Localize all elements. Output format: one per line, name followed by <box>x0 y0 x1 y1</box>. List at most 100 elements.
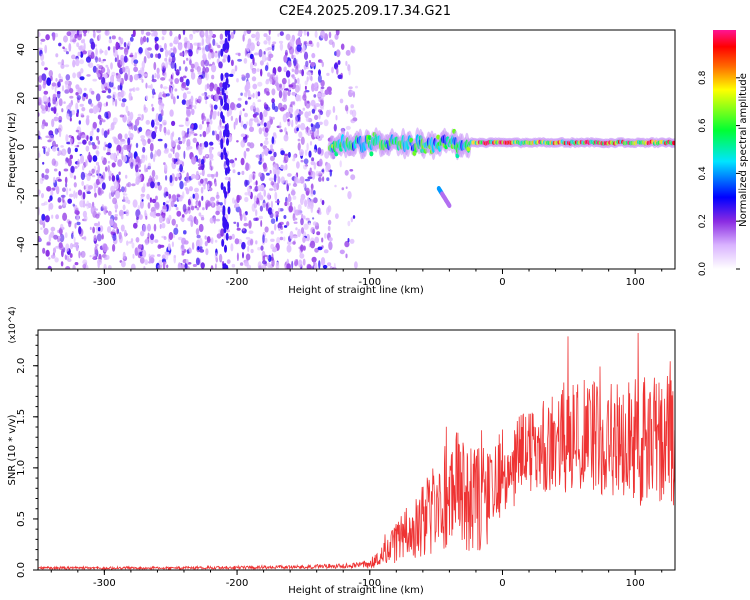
heatmap-noise-blob <box>196 66 201 73</box>
heatmap-noise-blob <box>205 36 211 45</box>
heatmap-noise-blob <box>89 226 92 231</box>
heatmap-noise-blob <box>188 186 193 192</box>
heatmap-noise-blob <box>113 181 119 190</box>
heatmap-noise-blob <box>160 109 164 117</box>
heatmap-noise-blob <box>58 236 61 239</box>
heatmap-noise-blob <box>243 222 249 227</box>
heatmap-noise-blob <box>259 111 263 121</box>
heatmap-noise-blob <box>118 46 124 50</box>
heatmap-noise-blob <box>168 153 173 159</box>
heatmap-noise-blob <box>264 87 270 94</box>
heatmap-noise-blob <box>286 221 290 227</box>
x-tick-label: 100 <box>626 277 645 288</box>
heatmap-noise-blob <box>176 194 181 198</box>
heatmap-noise-blob <box>204 240 208 247</box>
heatmap-noise-blob <box>185 117 189 122</box>
heatmap-noise-blob <box>317 147 322 155</box>
heatmap-noise-blob <box>310 62 316 67</box>
heatmap-noise-blob <box>145 167 149 173</box>
heatmap-noise-blob <box>293 57 297 67</box>
heatmap-noise-blob <box>234 65 238 72</box>
heatmap-noise-blob <box>192 137 197 143</box>
heatmap-noise-blob <box>332 105 336 114</box>
heatmap-noise-blob <box>316 41 320 48</box>
heatmap-noise-blob <box>192 30 196 35</box>
heatmap-noise-blob <box>93 234 97 242</box>
heatmap-noise-blob <box>242 251 244 259</box>
heatmap-noise-blob <box>46 186 52 192</box>
heatmap-noise-blob <box>258 49 263 58</box>
heatmap-noise-blob <box>83 87 87 91</box>
snr-frame <box>37 329 676 571</box>
heatmap-noise-blob <box>157 184 162 191</box>
heatmap-noise-blob <box>118 231 122 240</box>
heatmap-noise-blob <box>302 215 306 220</box>
heatmap-noise-blob <box>262 162 267 170</box>
heatmap-noise-blob <box>350 120 355 124</box>
heatmap-noise-blob <box>134 247 139 256</box>
heatmap-noise-blob <box>240 92 243 96</box>
heatmap-noise-blob <box>164 164 168 172</box>
heatmap-noise-blob <box>311 52 316 59</box>
x-tick-label: -300 <box>93 277 116 288</box>
heatmap-noise-blob <box>138 169 141 172</box>
heatmap-noise-blob <box>245 236 251 240</box>
heatmap-noise-blob <box>190 219 194 228</box>
heatmap-noise-blob <box>177 262 182 269</box>
heatmap-noise-blob <box>269 188 274 191</box>
heatmap-noise-blob <box>195 218 199 226</box>
heatmap-noise-blob <box>263 102 267 108</box>
heatmap-noise-blob <box>240 139 246 148</box>
heatmap-noise-blob <box>201 46 206 55</box>
colorbar-tick-label: 0.4 <box>698 166 708 181</box>
heatmap-noise-blob <box>139 257 145 264</box>
heatmap-noise-blob <box>176 95 179 99</box>
colorbar-tick-label: 0.8 <box>698 70 708 85</box>
heatmap-noise-blob <box>121 152 124 161</box>
heatmap-noise-blob <box>41 176 45 181</box>
heatmap-noise-blob <box>74 166 78 169</box>
heatmap-noise-blob <box>103 146 106 151</box>
heatmap-noise-blob <box>77 141 82 145</box>
colorbar-label: Normalized spectral amplitude <box>738 73 749 227</box>
heatmap-noise-blob <box>136 216 139 220</box>
bottom-y-axis-label: SNR (10 * v/v) <box>7 414 18 485</box>
heatmap-noise-blob <box>231 68 236 75</box>
heatmap-noise-blob <box>106 95 112 99</box>
heatmap-noise-blob <box>269 115 272 120</box>
heatmap-noise-blob <box>75 84 80 90</box>
heatmap-noise-blob <box>237 171 241 176</box>
heatmap-noise-blob <box>69 154 74 160</box>
heatmap-noise-blob <box>290 82 296 90</box>
heatmap-noise-blob <box>270 200 274 209</box>
heatmap-noise-blob <box>76 42 80 48</box>
heatmap-noise-blob <box>269 155 275 162</box>
heatmap-noise-blob <box>60 63 65 69</box>
heatmap-noise-blob <box>275 261 280 269</box>
heatmap-noise-blob <box>269 169 272 174</box>
heatmap-noise-blob <box>87 30 90 34</box>
heatmap-streak-blob <box>224 190 228 199</box>
heatmap-noise-blob <box>315 170 320 177</box>
heatmap-noise-blob <box>320 79 325 87</box>
heatmap-noise-blob <box>155 121 160 126</box>
heatmap-noise-blob <box>354 261 358 269</box>
heatmap-noise-blob <box>300 244 304 253</box>
heatmap-noise-blob <box>201 38 205 46</box>
heatmap-noise-blob <box>123 55 128 63</box>
heatmap-noise-blob <box>199 134 202 137</box>
heatmap-noise-blob <box>255 154 261 158</box>
heatmap-noise-blob <box>120 138 125 142</box>
heatmap-noise-blob <box>51 214 54 219</box>
heatmap-noise-blob <box>178 124 184 128</box>
heatmap-noise-blob <box>188 248 191 252</box>
heatmap-noise-blob <box>145 31 151 36</box>
heatmap-noise-blob <box>187 217 193 222</box>
heatmap-noise-blob <box>64 176 68 184</box>
heatmap-noise-blob <box>128 152 131 157</box>
heatmap-noise-blob <box>304 80 308 86</box>
heatmap-noise-blob <box>314 247 319 253</box>
heatmap-noise-blob <box>38 135 41 140</box>
heatmap-noise-blob <box>165 191 169 197</box>
heatmap-noise-blob <box>147 85 152 89</box>
